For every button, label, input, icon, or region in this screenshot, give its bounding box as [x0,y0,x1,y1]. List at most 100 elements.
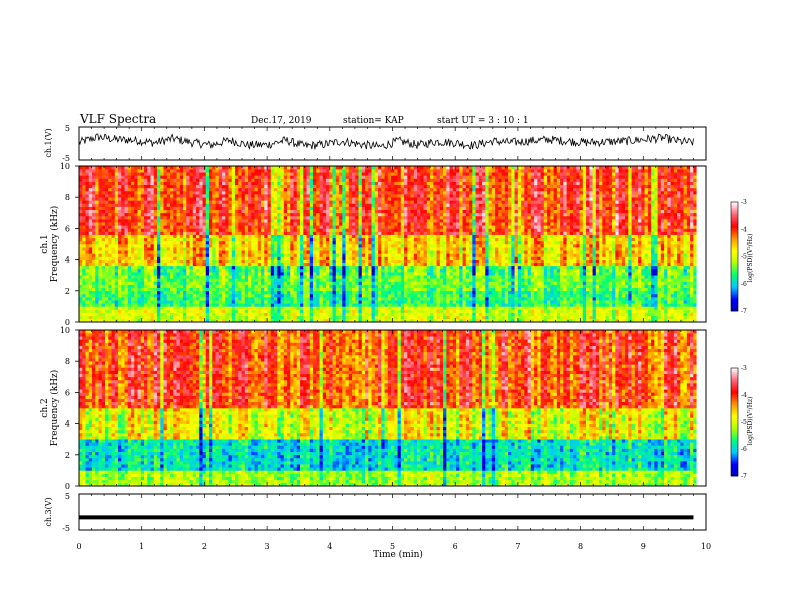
spectrogram-cell [248,303,252,306]
spectrogram-cell [99,244,103,247]
spectrogram-cell [294,250,298,253]
spectrogram-cell [225,300,229,303]
spectrogram-cell [398,244,402,247]
spectrogram-cell [648,244,652,247]
spectrogram-cell [476,266,480,269]
spectrogram-cell [430,303,434,306]
spectrogram-cell [385,247,389,250]
spectrogram-cell [567,250,571,253]
spectrogram-cell [638,281,642,284]
spectrogram-cell [437,266,441,269]
spectrogram-cell [528,253,532,256]
spectrogram-cell [349,300,353,303]
spectrogram-cell [303,285,307,288]
spectrogram-cell [557,250,561,253]
spectrogram-cell [440,294,444,297]
spectrogram-cell [407,250,411,253]
spectrogram-cell [544,313,548,316]
spectrogram-cell [245,291,249,294]
spectrogram-cell [404,275,408,278]
spectrogram-cell [534,291,538,294]
spectrogram-cell [632,260,636,263]
spectrogram-cell [677,244,681,247]
spectrogram-cell [505,303,509,306]
spectrogram-cell [567,247,571,250]
spectrogram-cell [521,256,525,259]
spectrogram-cell [690,316,694,319]
spectrogram-cell [573,256,577,259]
spectrogram-cell [147,278,151,281]
spectrogram-cell [290,288,294,291]
spectrogram-cell [537,297,541,300]
spectrogram-cell [258,306,262,309]
spectrogram-cell [388,297,392,300]
spectrogram-cell [632,310,636,313]
spectrogram-cell [177,244,181,247]
spectrogram-cell [255,288,259,291]
spectrogram-cell [118,256,122,259]
spectrogram-cell [164,278,168,281]
spectrogram-cell [586,291,590,294]
spectrogram-cell [612,247,616,250]
spectrogram-cell [242,288,246,291]
spectrogram-cell [394,278,398,281]
spectrogram-cell [359,288,363,291]
spectrogram-cell [463,260,467,263]
spectrogram-cell [385,269,389,272]
spectrogram-cell [401,294,405,297]
spectrogram-cell [173,278,177,281]
spectrogram-cell [511,263,515,266]
spectrogram-cell [290,266,294,269]
spectrogram-cell [424,303,428,306]
spectrogram-cell [645,275,649,278]
spectrogram-cell [378,294,382,297]
spectrogram-cell [622,303,626,306]
spectrogram-cell [411,275,415,278]
spectrogram-cell [589,269,593,272]
spectrogram-cell [469,281,473,284]
spectrogram-cell [489,278,493,281]
spectrogram-cell [440,272,444,275]
spectrogram-cell [180,300,184,303]
spectrogram-cell [170,300,174,303]
spectrogram-cell [511,275,515,278]
spectrogram-cell [157,244,161,247]
spectrogram-cell [225,256,229,259]
spectrogram-cell [203,269,207,272]
spectrogram-cell [82,294,86,297]
spectrogram-cell [492,250,496,253]
spectrogram-cell [505,297,509,300]
spectrogram-cell [86,281,90,284]
spectrogram-cell [687,300,691,303]
spectrogram-cell [450,281,454,284]
spectrogram-cell [352,253,356,256]
spectrogram-cell [95,275,99,278]
spectrogram-cell [310,288,314,291]
spectrogram-cell [245,275,249,278]
spectrogram-cell [596,281,600,284]
spectrogram-cell [554,244,558,247]
spectrogram-cell [531,285,535,288]
spectrogram-cell [580,300,584,303]
spectrogram-cell [645,300,649,303]
spectrogram-cell [680,250,684,253]
spectrogram-cell [583,313,587,316]
spectrogram-cell [684,253,688,256]
spectrogram-cell [570,300,574,303]
spectrogram-cell [453,256,457,259]
spectrogram-cell [411,278,415,281]
spectrogram-cell [453,269,457,272]
spectrogram-cell [450,285,454,288]
spectrogram-cell [632,275,636,278]
spectrogram-cell [482,288,486,291]
spectrogram-cell [492,256,496,259]
spectrogram-cell [684,306,688,309]
spectrogram-cell [95,269,99,272]
spectrogram-cell [323,266,327,269]
spectrogram-cell [433,281,437,284]
spectrogram-cell [693,256,697,259]
spectrogram-cell [612,272,616,275]
spectrogram-cell [446,244,450,247]
spectrogram-cell [144,275,148,278]
spectrogram-cell [593,288,597,291]
